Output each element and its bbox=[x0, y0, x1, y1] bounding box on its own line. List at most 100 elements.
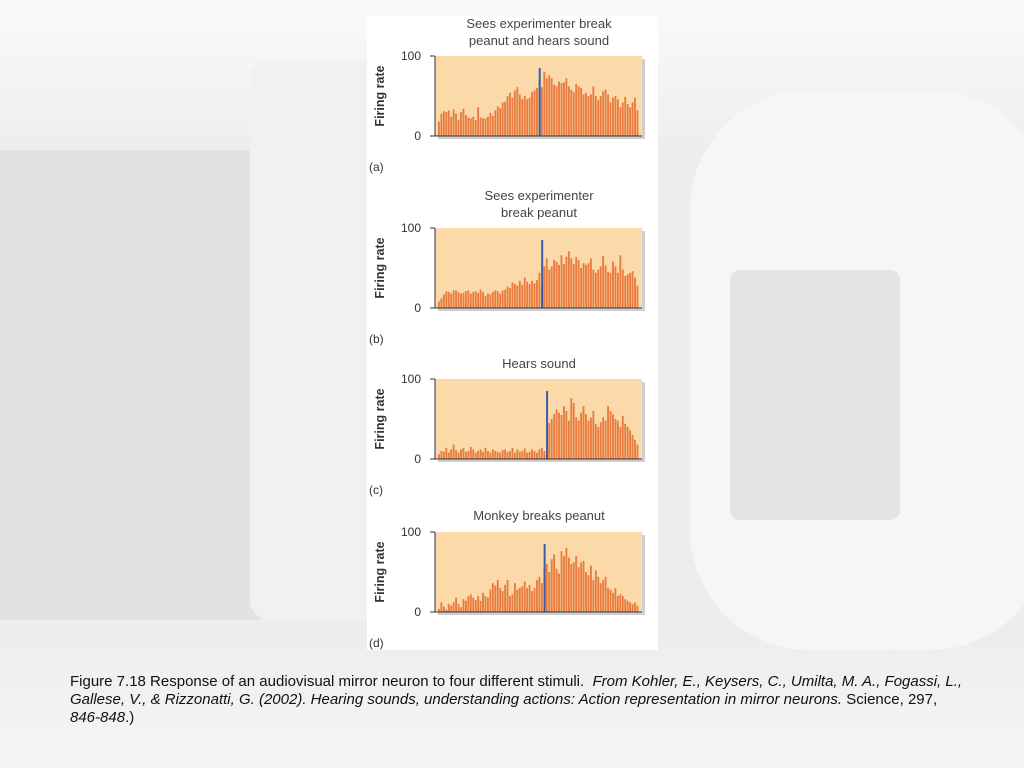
bar bbox=[491, 449, 494, 459]
bar bbox=[545, 258, 548, 308]
bar bbox=[572, 92, 575, 136]
chart-title-line-2: break peanut bbox=[501, 205, 577, 220]
chart-panel-3: Hears sound Firing rate 0 100 (c) bbox=[369, 356, 645, 497]
bar bbox=[518, 280, 521, 308]
bar bbox=[609, 102, 612, 136]
bar bbox=[504, 289, 507, 308]
bar bbox=[565, 78, 568, 136]
bar bbox=[533, 588, 536, 612]
bar bbox=[455, 113, 458, 136]
bar bbox=[604, 265, 607, 308]
bar bbox=[599, 266, 602, 308]
bar bbox=[560, 255, 563, 308]
bar bbox=[602, 91, 605, 136]
bar bbox=[455, 450, 458, 459]
bar bbox=[506, 96, 509, 136]
bar bbox=[612, 414, 614, 459]
bar bbox=[489, 294, 492, 308]
bar bbox=[626, 427, 629, 459]
bar bbox=[607, 272, 609, 308]
bar bbox=[607, 94, 609, 136]
bar bbox=[624, 423, 627, 459]
bar bbox=[634, 439, 636, 459]
bar bbox=[477, 596, 480, 612]
bar bbox=[445, 291, 448, 308]
bar bbox=[455, 290, 458, 308]
bar bbox=[575, 417, 578, 459]
bar bbox=[560, 415, 563, 459]
bar bbox=[565, 256, 568, 308]
bar bbox=[523, 96, 526, 136]
bar bbox=[462, 292, 465, 308]
chart-title-line-2: peanut and hears sound bbox=[469, 33, 609, 48]
bar bbox=[575, 256, 578, 308]
bar bbox=[624, 599, 627, 612]
bar bbox=[558, 264, 560, 308]
y-tick-label: 100 bbox=[401, 49, 421, 63]
bar bbox=[521, 284, 524, 308]
caption-lead: Figure 7.18 Response of an audiovisual m… bbox=[70, 673, 585, 690]
bar bbox=[496, 451, 499, 459]
bar bbox=[491, 292, 494, 308]
bar bbox=[550, 419, 553, 459]
bar bbox=[614, 588, 617, 612]
bar bbox=[489, 112, 492, 136]
figure-caption: Figure 7.18 Response of an audiovisual m… bbox=[70, 673, 970, 727]
bar bbox=[538, 449, 541, 459]
bar bbox=[634, 277, 636, 308]
bar bbox=[477, 451, 480, 459]
bar bbox=[479, 117, 482, 136]
bar bbox=[582, 263, 585, 308]
bar bbox=[560, 551, 563, 612]
bar bbox=[604, 420, 607, 459]
y-axis-label: Firing rate bbox=[373, 388, 387, 449]
y-axis-label: Firing rate bbox=[373, 541, 387, 602]
bar bbox=[594, 570, 597, 612]
bar bbox=[460, 449, 462, 459]
bar bbox=[602, 417, 605, 459]
bar bbox=[526, 452, 529, 459]
bar bbox=[452, 109, 455, 136]
bar bbox=[580, 268, 583, 308]
y-tick-label: 0 bbox=[414, 452, 421, 466]
bar bbox=[580, 88, 583, 136]
bar bbox=[621, 415, 624, 459]
background-band-bottom bbox=[0, 640, 1024, 768]
y-tick-label: 100 bbox=[401, 525, 421, 539]
bar bbox=[526, 99, 529, 136]
bar bbox=[531, 449, 533, 459]
bar bbox=[464, 451, 467, 459]
bar bbox=[460, 293, 462, 308]
bar bbox=[477, 107, 480, 136]
caption-close: .) bbox=[125, 709, 135, 726]
bar bbox=[460, 112, 462, 136]
bar bbox=[619, 255, 622, 308]
bar bbox=[604, 89, 607, 136]
bar bbox=[629, 602, 632, 612]
bar bbox=[580, 562, 583, 612]
bar bbox=[545, 78, 548, 136]
bar bbox=[452, 290, 455, 308]
bar bbox=[572, 562, 575, 612]
bar bbox=[513, 90, 516, 136]
bar bbox=[619, 427, 622, 459]
bar bbox=[504, 449, 507, 459]
bar bbox=[487, 597, 489, 612]
bar bbox=[531, 280, 533, 308]
bar bbox=[612, 261, 614, 308]
bar bbox=[513, 583, 516, 612]
bar bbox=[558, 573, 560, 612]
bar bbox=[553, 414, 556, 459]
bar bbox=[548, 423, 551, 459]
bar bbox=[577, 260, 580, 308]
bar bbox=[636, 444, 639, 459]
bar bbox=[533, 451, 536, 459]
bar bbox=[438, 454, 440, 459]
bar bbox=[589, 94, 592, 136]
bar bbox=[442, 111, 445, 136]
bar bbox=[511, 97, 514, 136]
bar bbox=[624, 276, 627, 308]
bar bbox=[572, 264, 575, 308]
bar bbox=[616, 272, 619, 308]
bar bbox=[450, 449, 453, 459]
